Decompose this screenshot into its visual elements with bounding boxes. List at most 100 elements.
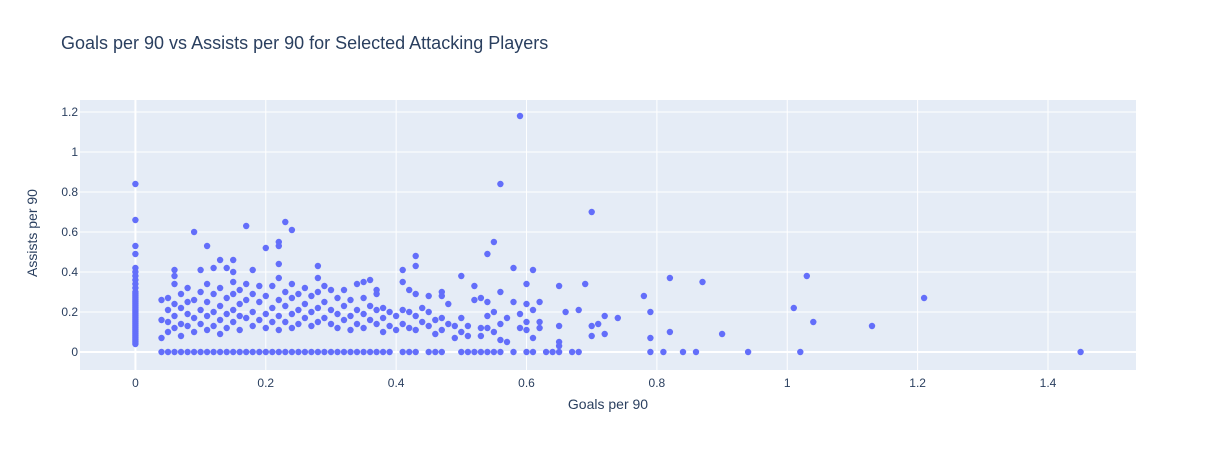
data-point[interactable] xyxy=(340,302,348,310)
data-point[interactable] xyxy=(640,292,648,300)
data-point[interactable] xyxy=(334,324,341,332)
data-point[interactable] xyxy=(197,266,204,274)
data-point[interactable] xyxy=(249,322,256,330)
data-point[interactable] xyxy=(210,290,217,298)
data-point[interactable] xyxy=(458,314,465,322)
data-point[interactable] xyxy=(366,302,374,310)
data-point[interactable] xyxy=(171,266,178,274)
data-point[interactable] xyxy=(132,180,139,188)
data-point[interactable] xyxy=(464,332,472,340)
data-point[interactable] xyxy=(542,348,550,356)
data-point[interactable] xyxy=(190,328,198,336)
data-point[interactable] xyxy=(353,306,361,314)
data-point[interactable] xyxy=(744,348,752,356)
data-point[interactable] xyxy=(419,304,426,312)
data-point[interactable] xyxy=(282,348,289,356)
data-point[interactable] xyxy=(666,328,674,336)
data-point[interactable] xyxy=(399,306,406,314)
data-point[interactable] xyxy=(262,244,269,252)
data-point[interactable] xyxy=(555,342,563,350)
data-point[interactable] xyxy=(203,280,211,288)
data-point[interactable] xyxy=(256,298,263,306)
data-point[interactable] xyxy=(555,322,563,330)
data-point[interactable] xyxy=(132,250,139,258)
data-point[interactable] xyxy=(366,316,374,324)
data-point[interactable] xyxy=(575,348,582,356)
data-point[interactable] xyxy=(458,272,465,280)
data-point[interactable] xyxy=(347,326,354,334)
data-point[interactable] xyxy=(406,286,413,294)
data-point[interactable] xyxy=(275,312,282,320)
data-point[interactable] xyxy=(314,274,322,282)
data-point[interactable] xyxy=(269,348,276,356)
data-point[interactable] xyxy=(158,316,165,324)
data-point[interactable] xyxy=(249,266,256,274)
data-point[interactable] xyxy=(490,238,498,246)
data-point[interactable] xyxy=(275,242,282,250)
data-point[interactable] xyxy=(490,328,498,336)
data-point[interactable] xyxy=(236,326,243,334)
data-point[interactable] xyxy=(419,318,426,326)
data-point[interactable] xyxy=(790,304,797,312)
data-point[interactable] xyxy=(445,320,452,328)
data-point[interactable] xyxy=(438,326,445,334)
data-point[interactable] xyxy=(262,348,269,356)
data-point[interactable] xyxy=(451,322,458,330)
data-point[interactable] xyxy=(529,306,537,314)
data-point[interactable] xyxy=(412,348,419,356)
data-point[interactable] xyxy=(308,348,315,356)
data-point[interactable] xyxy=(497,336,504,344)
data-point[interactable] xyxy=(327,306,335,314)
data-point[interactable] xyxy=(353,320,361,328)
data-point[interactable] xyxy=(340,316,348,324)
data-point[interactable] xyxy=(308,292,315,300)
data-point[interactable] xyxy=(210,322,217,330)
data-point[interactable] xyxy=(256,316,263,324)
data-point[interactable] xyxy=(243,296,250,304)
data-point[interactable] xyxy=(132,242,139,250)
data-point[interactable] xyxy=(262,292,269,300)
data-point[interactable] xyxy=(295,306,302,314)
data-point[interactable] xyxy=(275,260,282,268)
data-point[interactable] xyxy=(353,280,361,288)
data-point[interactable] xyxy=(158,348,165,356)
data-point[interactable] xyxy=(399,348,406,356)
data-point[interactable] xyxy=(353,348,361,356)
data-point[interactable] xyxy=(177,348,185,356)
data-point[interactable] xyxy=(282,318,289,326)
data-point[interactable] xyxy=(288,280,296,288)
data-point[interactable] xyxy=(373,348,380,356)
data-point[interactable] xyxy=(216,302,224,310)
data-point[interactable] xyxy=(295,320,302,328)
data-point[interactable] xyxy=(340,348,348,356)
data-point[interactable] xyxy=(249,290,256,298)
data-point[interactable] xyxy=(451,334,458,342)
data-point[interactable] xyxy=(432,348,439,356)
data-point[interactable] xyxy=(490,348,498,356)
data-point[interactable] xyxy=(523,326,530,334)
data-point[interactable] xyxy=(810,318,817,326)
data-point[interactable] xyxy=(497,320,504,328)
data-point[interactable] xyxy=(392,326,400,334)
data-point[interactable] xyxy=(321,348,328,356)
data-point[interactable] xyxy=(132,340,139,348)
data-point[interactable] xyxy=(275,348,282,356)
data-point[interactable] xyxy=(321,282,328,290)
data-point[interactable] xyxy=(588,208,595,216)
data-point[interactable] xyxy=(477,324,485,332)
data-point[interactable] xyxy=(288,226,296,234)
data-point[interactable] xyxy=(340,286,348,294)
data-point[interactable] xyxy=(484,298,491,306)
data-point[interactable] xyxy=(236,348,243,356)
data-point[interactable] xyxy=(523,348,530,356)
data-point[interactable] xyxy=(510,348,517,356)
data-point[interactable] xyxy=(210,308,217,316)
data-point[interactable] xyxy=(314,318,322,326)
data-point[interactable] xyxy=(536,324,543,332)
data-point[interactable] xyxy=(803,272,810,280)
data-point[interactable] xyxy=(171,280,178,288)
data-point[interactable] xyxy=(582,280,589,288)
data-point[interactable] xyxy=(347,312,354,320)
data-point[interactable] xyxy=(236,286,243,294)
data-point[interactable] xyxy=(197,320,204,328)
